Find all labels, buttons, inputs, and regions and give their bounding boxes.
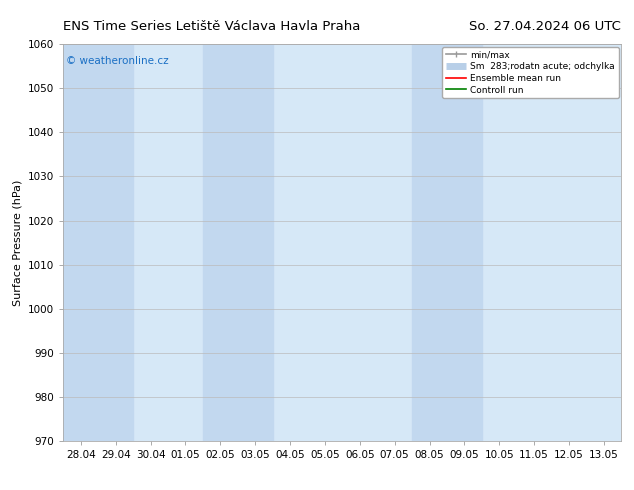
Text: So. 27.04.2024 06 UTC: So. 27.04.2024 06 UTC xyxy=(469,20,621,33)
Bar xyxy=(238,44,273,441)
Text: © weatheronline.cz: © weatheronline.cz xyxy=(66,56,169,66)
Bar xyxy=(63,44,98,441)
Legend: min/max, Sm  283;rodatn acute; odchylka, Ensemble mean run, Controll run: min/max, Sm 283;rodatn acute; odchylka, … xyxy=(443,47,619,98)
Bar xyxy=(447,44,482,441)
Bar xyxy=(98,44,133,441)
Y-axis label: Surface Pressure (hPa): Surface Pressure (hPa) xyxy=(13,179,23,306)
Text: ENS Time Series Letiště Václava Havla Praha: ENS Time Series Letiště Václava Havla Pr… xyxy=(63,20,361,33)
Bar xyxy=(203,44,238,441)
Bar xyxy=(412,44,447,441)
